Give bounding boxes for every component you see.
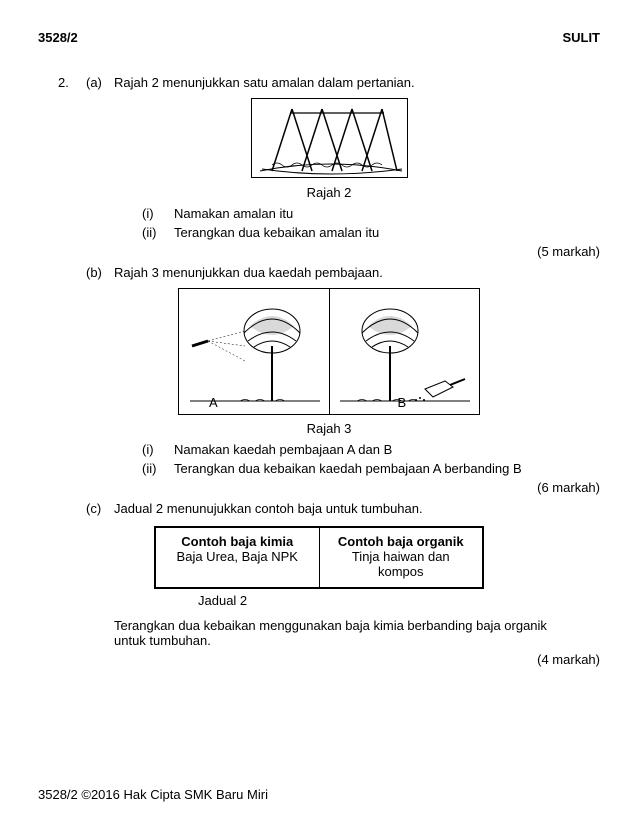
q-a-ii-text: Terangkan dua kebaikan amalan itu: [174, 225, 600, 240]
sulit-label: SULIT: [562, 30, 600, 45]
q-a-i-text: Namakan amalan itu: [174, 206, 600, 221]
jadual-col2-body: Tinja haiwan dan kompos: [352, 549, 450, 579]
paper-code: 3528/2: [38, 30, 78, 45]
fig3-label-b: B: [398, 395, 407, 410]
rajah-2-caption: Rajah 2: [58, 185, 600, 200]
q-a-marks: (5 markah): [58, 244, 600, 259]
q-c-followup: Terangkan dua kebaikan menggunakan baja …: [114, 618, 600, 648]
rajah-3-figure: A: [178, 288, 480, 415]
rajah-3-caption: Rajah 3: [58, 421, 600, 436]
q-number: 2.: [58, 75, 86, 90]
q-b-i-text: Namakan kaedah pembajaan A dan B: [174, 442, 600, 457]
fig3-label-a: A: [209, 395, 218, 410]
jadual-2-table: Contoh baja kimia Baja Urea, Baja NPK Co…: [154, 526, 484, 589]
q-b-marks: (6 markah): [58, 480, 600, 495]
q-b-ii-label: (ii): [142, 461, 174, 476]
q-a-ii-label: (ii): [142, 225, 174, 240]
q-part-b: (b): [86, 265, 114, 280]
q-c-marks: (4 markah): [58, 652, 600, 667]
jadual-col2-head: Contoh baja organik: [330, 534, 473, 549]
jadual-col1-head: Contoh baja kimia: [166, 534, 309, 549]
q-b-i-label: (i): [142, 442, 174, 457]
jadual-col1-body: Baja Urea, Baja NPK: [177, 549, 298, 564]
q-b-ii-text: Terangkan dua kebaikan kaedah pembajaan …: [174, 461, 600, 476]
q-part-a: (a): [86, 75, 114, 90]
q-a-i-label: (i): [142, 206, 174, 221]
jadual-2-caption: Jadual 2: [198, 593, 600, 608]
q-a-text: Rajah 2 menunjukkan satu amalan dalam pe…: [114, 75, 600, 90]
q-part-c: (c): [86, 501, 114, 516]
q-b-text: Rajah 3 menunjukkan dua kaedah pembajaan…: [114, 265, 600, 280]
page-footer: 3528/2 ©2016 Hak Cipta SMK Baru Miri: [38, 787, 268, 802]
rajah-2-figure: [251, 98, 408, 178]
q-c-text: Jadual 2 menunujukkan contoh baja untuk …: [114, 501, 600, 516]
